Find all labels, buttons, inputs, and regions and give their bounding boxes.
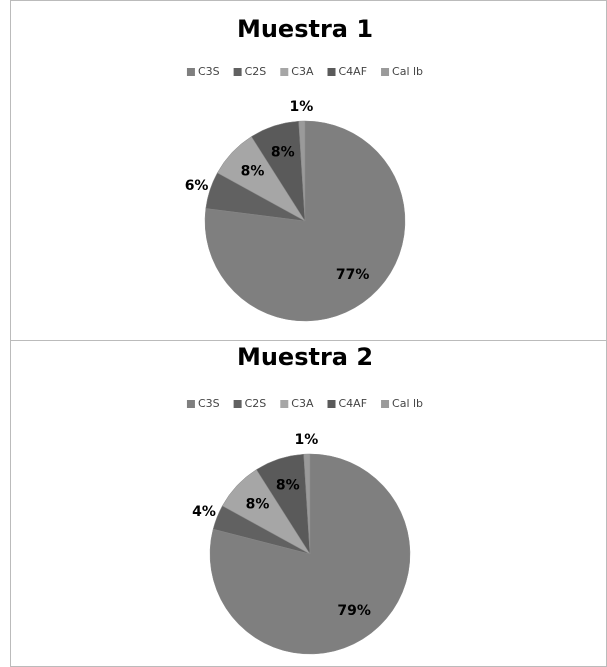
legend-label: C4AF: [339, 397, 368, 410]
legend-swatch: [186, 68, 195, 76]
legend-swatch: [233, 68, 242, 76]
data-label: 8%: [246, 497, 270, 513]
data-label: 77%: [336, 267, 370, 283]
data-label: 1%: [290, 99, 314, 115]
chart-title: Muestra 2: [237, 343, 373, 371]
legend-swatch: [381, 68, 390, 76]
legend-swatch: [327, 400, 336, 408]
data-label: 8%: [271, 145, 295, 161]
legend-label: C2S: [245, 397, 267, 410]
legend-swatch: [186, 400, 195, 408]
legend-swatch: [280, 400, 289, 408]
data-label: 1%: [295, 432, 319, 448]
legend-label: Cal lb: [392, 65, 423, 78]
chart-title: Muestra 1: [237, 15, 373, 43]
data-label: 79%: [337, 603, 371, 619]
data-label: 8%: [241, 164, 265, 180]
legend-label: C3A: [291, 65, 314, 78]
legend-label: Cal lb: [392, 397, 423, 410]
legend-label: C3S: [198, 397, 220, 410]
legend-swatch: [381, 400, 390, 408]
legend-label: C2S: [245, 65, 267, 78]
data-label: 8%: [276, 478, 300, 494]
legend-swatch: [327, 68, 336, 76]
data-label: 4%: [192, 504, 216, 520]
legend-swatch: [280, 68, 289, 76]
pie-slice: [303, 453, 311, 555]
legend-label: C3S: [198, 65, 220, 78]
legend-swatch: [233, 400, 242, 408]
legend-label: C3A: [291, 397, 314, 410]
data-label: 6%: [185, 178, 209, 194]
legend-label: C4AF: [339, 65, 368, 78]
pie-slice: [298, 120, 306, 222]
